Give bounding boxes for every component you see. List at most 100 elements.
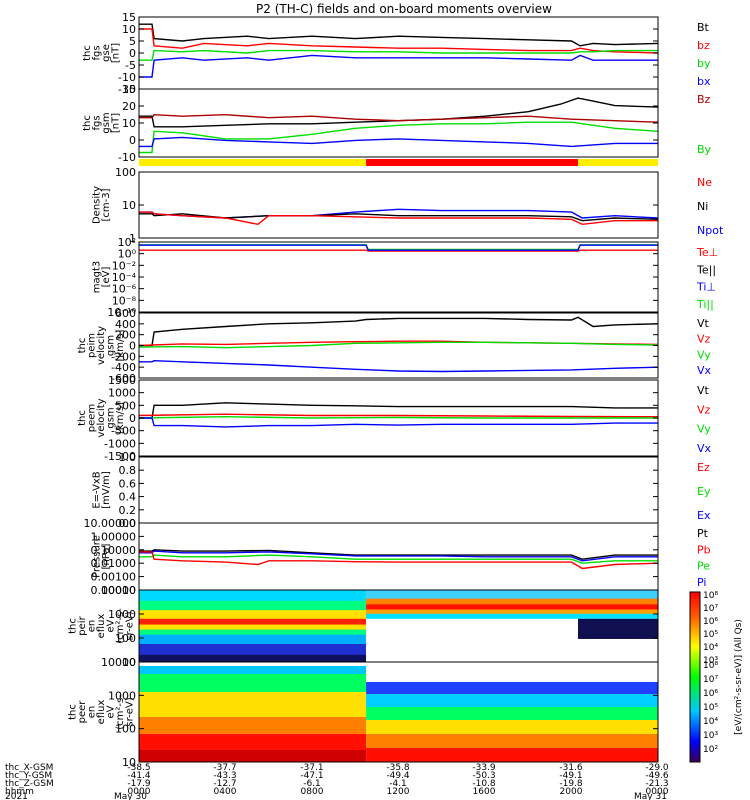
y-axis-label: (cm²-s- [115,608,126,644]
colorbar-tick: 10⁷ [703,604,718,614]
y-axis-label: fgs [91,45,102,60]
y-tick-label: 1000 [108,689,136,702]
series-line-Pi [139,550,658,562]
colorbar-gradient [689,591,701,763]
y-axis-label: Pressure [91,535,102,578]
legend-entry: Vt [697,384,710,397]
y-tick-label: 15 [122,11,136,24]
y-axis-label: [km/s] [115,402,126,434]
x-row-value: -38.5 [127,763,150,773]
x-row-value: -10.8 [472,779,496,789]
series-group-peem_velocity [138,402,659,428]
y-axis-label: velocity [96,398,107,437]
x-row-value: -47.1 [300,771,323,781]
y-tick-label: -10 [118,151,136,164]
colorbar-tick: 10³ [703,656,718,666]
spectrogram-band [139,717,367,735]
series-line-Vt [139,402,658,419]
y-axis-label: gsm [106,335,117,356]
series-line-Vx [139,417,658,428]
y-tick-label: 200 [115,329,136,342]
y-tick-label: -200 [111,350,136,363]
series-line-Pt [139,549,658,560]
panel-frame [138,171,659,239]
x-row-value: -50.3 [472,771,495,781]
x-date-end: May 31 [634,792,667,800]
series-line-by [139,49,658,61]
colorbar-tick: 10⁴ [703,643,718,653]
x-row-value: 0400 [214,787,237,797]
y-axis-label: eflux [96,700,107,725]
spectrogram-band [139,629,367,636]
y-tick-label: 10 [122,199,136,212]
x-row-label: thc_X-GSM [5,763,53,773]
spectrogram-band [366,682,658,695]
y-axis-label: peer [77,700,88,724]
y-tick-label: 0 [129,412,136,425]
y-tick-label: 100 [115,723,136,736]
spectrogram-band [139,750,367,763]
y-tick-label: 0.01000 [91,557,137,570]
panel-peir_eflux: 10000 1000 100 10 thcpeirenefluxeV(cm²-s-sr-… [68,584,659,669]
spectrogram-band [366,720,658,735]
y-axis-label: sr-eV) [125,697,136,726]
panel-frame [138,456,659,524]
colorbar: 10⁸10⁷10⁶10⁵10⁴10³10⁸10⁷10⁶10⁵10⁴10³10²[… [689,591,744,763]
y-axis-label: magt3 [91,261,102,294]
series-line-Pb [139,551,659,570]
legend-entry: Vx [697,364,712,377]
colorbar-tick: 10⁵ [703,703,718,713]
x-row-value: -31.6 [559,763,583,773]
legend-entry: Pe [697,560,710,573]
legend-entry: Ey [697,485,711,498]
y-tick-label: 10 [122,656,136,669]
series-line-bx [139,54,658,78]
spectrogram-band [366,598,658,605]
panel-density: 100 10 1 Density[cm-3] Ne Ni Npot [91,166,724,245]
legend-entry: Ex [697,509,711,522]
y-tick-label: 1000 [108,387,136,400]
y-axis-label: thc [82,45,93,61]
series-group-density [139,208,659,226]
panel-frame [138,241,659,313]
panel-efield: 1.00.80.60.40.20.0 E=-VxB[mV/m] Ez Ey Ex [91,451,711,530]
y-axis-label: thc [77,338,88,354]
series-group-peim_velocity [138,316,659,373]
spectrogram-band [366,613,658,620]
y-axis-label: en [87,706,98,719]
y-tick-label: -1500 [104,450,136,463]
panel-frame [138,16,659,90]
series-group-pressure [139,549,659,570]
y-tick-label: 10⁻⁴ [112,271,137,284]
status-segment-yellow [577,159,658,166]
spectrogram-band [366,590,658,600]
y-tick-label: 1 [129,232,136,245]
y-tick-label: 1500 [108,374,136,387]
legend-entry: Ti⊥ [696,281,716,294]
series-line-Te⊥ [139,249,658,252]
y-axis-label: en [87,620,98,633]
y-axis-label: (cm²-s- [115,694,126,730]
legend-entry: Vx [697,442,712,455]
y-tick-label: 20 [122,100,136,113]
spectrogram-band [139,624,367,631]
y-tick-label: 5 [129,35,136,48]
legend-entry: Ti|| [696,298,714,311]
spectrogram-band [139,590,367,602]
y-axis-label: [cm-3] [101,188,112,221]
legend-entry: bz [697,39,710,52]
x-row-value: -37.7 [213,763,236,773]
colorbar-tick: 10⁸ [703,661,718,671]
y-tick-label: 0.10000 [91,544,137,557]
colorbar-tick: 10⁶ [703,617,718,627]
series-line-Bz [139,113,659,123]
series-group-fgs_gsm [139,97,659,154]
panel-pressure: 10.000001.000000.100000.010000.001000.00… [84,517,711,597]
y-tick-label: 10 [122,117,136,130]
y-axis-label: peir [77,615,88,635]
x-row-value: -37.1 [300,763,323,773]
spectrogram-band [577,618,658,639]
x-row-value: -49.1 [559,771,582,781]
figure-title: P2 (TH-C) fields and on-board moments ov… [256,2,552,16]
